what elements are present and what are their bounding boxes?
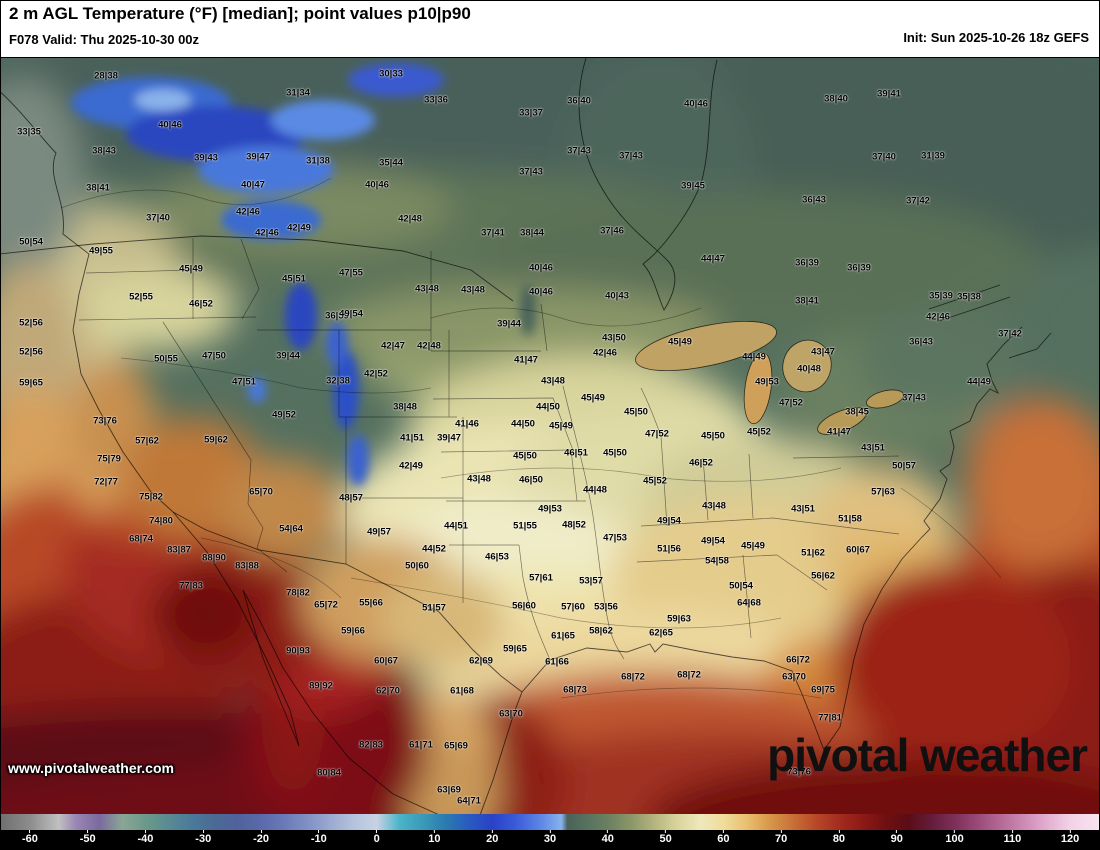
map-area: 28|38 31|34 30|33 33|36 33|37 36|40 40|46 38|40… (1, 58, 1099, 816)
colorbar-tick: 0 (374, 830, 380, 846)
temperature-field (1, 58, 1099, 816)
colorbar-tick: 50 (659, 830, 672, 846)
colorbar-tick: 70 (775, 830, 787, 846)
colorbar-tick: 10 (428, 830, 441, 846)
colorbar-tick: 110 (1003, 830, 1021, 846)
init-time: Init: Sun 2025-10-26 18z GEFS (903, 30, 1089, 45)
state-borders (78, 238, 900, 661)
pivotal-weather-logo: pivotal weather (767, 729, 1088, 781)
colorbar-tick: -10 (311, 830, 327, 846)
colorbar-ticks: -60 -50 -40 -30 -20 -10 0 10 20 30 40 50 60 70 80 90 100… (1, 830, 1099, 849)
colorbar-tick: 120 (1061, 830, 1079, 846)
colorbar-tick: 60 (717, 830, 729, 846)
colorbar-tick: -40 (138, 830, 153, 846)
colorbar-tick: -20 (253, 830, 269, 846)
colorbar-tick: 20 (486, 830, 498, 846)
colorbar: -60 -50 -40 -30 -20 -10 0 10 20 30 40 50 60 70 80 90 100… (1, 814, 1099, 849)
colorbar-tick: 100 (945, 830, 964, 846)
map-svg (1, 58, 1099, 816)
site-url-watermark: www.pivotalweather.com (8, 760, 174, 776)
colorbar-gradient (1, 814, 1099, 830)
map-title: 2 m AGL Temperature (°F) [median]; point… (9, 4, 471, 23)
great-lakes (635, 320, 904, 435)
header: 2 m AGL Temperature (°F) [median]; point… (1, 1, 1099, 58)
coastlines (1, 58, 1052, 816)
colorbar-tick: 30 (544, 830, 556, 846)
colorbar-tick: 90 (891, 830, 903, 846)
colorbar-tick: -30 (195, 830, 211, 846)
colorbar-tick: -60 (22, 830, 38, 846)
contour-lines (60, 177, 1002, 699)
colorbar-tick: -50 (80, 830, 96, 846)
colorbar-tick: 40 (602, 830, 614, 846)
valid-time: F078 Valid: Thu 2025-10-30 00z (9, 32, 200, 47)
colorbar-tick: 80 (833, 830, 845, 846)
